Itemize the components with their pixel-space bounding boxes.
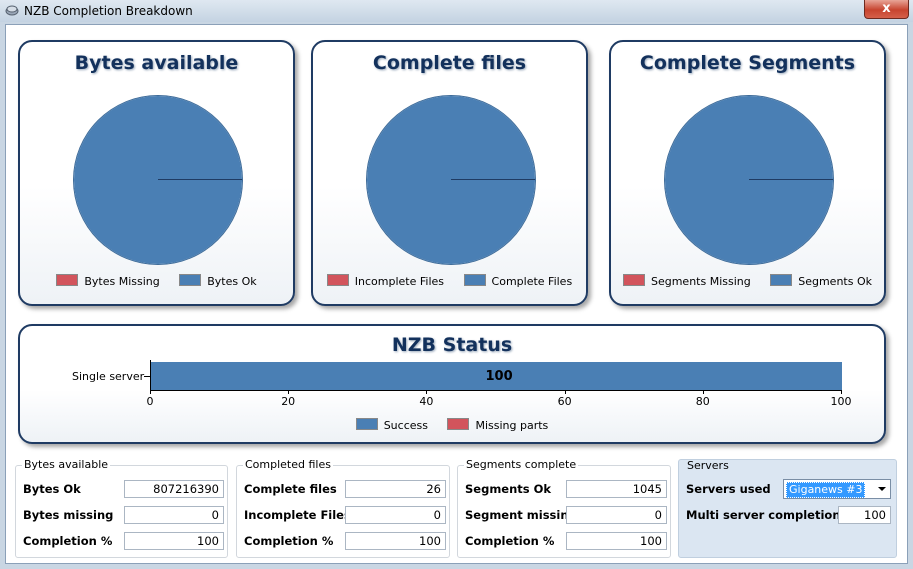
legend-item-missing: Segments Missing — [622, 274, 751, 288]
files-completion-field[interactable]: 100 — [345, 532, 446, 550]
client-area: Bytes available Bytes Missing Bytes Ok C… — [5, 24, 908, 564]
nzb-status-panel: NZB Status Single server 100 0 20 40 60 80 10… — [18, 324, 886, 444]
incomplete-files-field[interactable]: 0 — [345, 506, 446, 524]
title-bar: NZB Completion Breakdown x — [0, 0, 913, 22]
segment-missing-field[interactable]: 0 — [566, 506, 667, 524]
legend-label: Missing parts — [475, 419, 549, 432]
legend-label: Bytes Ok — [207, 275, 257, 288]
legend-item-missing: Bytes Missing — [56, 274, 160, 288]
bytes-ok-field[interactable]: 807216390 — [124, 480, 224, 498]
row-label: Segment missing — [465, 508, 577, 522]
servers-used-select[interactable]: Giganews #3 — [783, 479, 891, 499]
segments-ok-field[interactable]: 1045 — [566, 480, 667, 498]
x-tick-label: 100 — [830, 395, 852, 408]
legend-item-ok: Bytes Ok — [179, 274, 257, 288]
legend-swatch-blue — [179, 274, 202, 286]
row-label: Complete files — [244, 482, 337, 496]
x-axis — [150, 390, 842, 391]
legend-item-success: Success — [355, 418, 428, 432]
y-tick-label: Single server — [72, 370, 145, 383]
pie-panel-bytes: Bytes available Bytes Missing Bytes Ok — [18, 40, 295, 306]
bar-success — [151, 362, 842, 390]
chevron-down-icon[interactable] — [878, 487, 886, 491]
pie-slice-divider — [158, 179, 242, 180]
legend-item-ok: Segments Ok — [770, 274, 872, 288]
legend-swatch-blue — [770, 274, 793, 286]
row-label: Servers used — [686, 482, 771, 496]
pie-slice-ok — [665, 96, 833, 264]
complete-files-field[interactable]: 26 — [345, 480, 446, 498]
x-tick-mark — [288, 390, 290, 394]
chart-legend: Bytes Missing Bytes Ok — [20, 274, 293, 288]
x-tick-label: 0 — [146, 395, 154, 408]
group-label: Servers — [687, 459, 729, 472]
group-servers: Servers Servers used Giganews #3 Multi s… — [678, 459, 897, 558]
legend-label: Bytes Missing — [84, 275, 160, 288]
row-label: Bytes Ok — [23, 482, 81, 496]
segments-completion-field[interactable]: 100 — [566, 532, 667, 550]
window-title: NZB Completion Breakdown — [24, 4, 193, 18]
app-icon — [5, 5, 19, 16]
legend-swatch-red — [56, 274, 79, 286]
row-label: Multi server completion % — [686, 508, 857, 522]
y-axis — [150, 360, 151, 394]
legend-item-missing: Missing parts — [447, 418, 548, 432]
group-label: Completed files — [243, 458, 333, 471]
pie-slice-ok — [367, 96, 535, 264]
legend-swatch-red — [326, 274, 349, 286]
selected-value: Giganews #3 — [786, 482, 866, 498]
legend-label: Segments Missing — [650, 275, 751, 288]
x-tick-mark — [841, 390, 842, 394]
chart-title: NZB Status — [391, 334, 513, 356]
legend-label: Incomplete Files — [354, 275, 445, 288]
legend-item-missing: Incomplete Files — [326, 274, 445, 288]
legend-label: Complete Files — [491, 275, 573, 288]
bar-data-label: 100 — [485, 369, 513, 384]
x-tick-label: 20 — [281, 395, 296, 408]
row-label: Completion % — [465, 534, 555, 548]
bytes-missing-field[interactable]: 0 — [124, 506, 224, 524]
y-tick-mark — [144, 376, 150, 377]
pie-panel-segments: Complete Segments Segments Missing Segme… — [609, 40, 886, 306]
chart-title: Complete Segments — [639, 52, 856, 74]
bytes-completion-field[interactable]: 100 — [124, 532, 224, 550]
group-label: Bytes available — [22, 458, 111, 471]
row-label: Bytes missing — [23, 508, 114, 522]
row-label: Incomplete Files — [244, 508, 351, 522]
chart-title: Complete files — [372, 52, 527, 74]
chart-legend: Incomplete Files Complete Files — [313, 274, 586, 288]
legend-label: Success — [383, 419, 428, 432]
close-icon: x — [882, 1, 891, 16]
chart-legend: Success Missing parts — [20, 418, 884, 432]
group-completed-files: Completed files Complete files 26 Incomp… — [236, 458, 450, 558]
row-label: Completion % — [23, 534, 113, 548]
multi-server-completion-field[interactable]: 100 — [838, 506, 891, 524]
close-button[interactable]: x — [864, 0, 909, 19]
legend-swatch-red — [447, 418, 470, 430]
x-tick-mark — [150, 390, 151, 394]
group-bytes-available: Bytes available Bytes Ok 807216390 Bytes… — [15, 458, 228, 558]
row-label: Segments Ok — [465, 482, 552, 496]
x-tick-label: 80 — [695, 395, 710, 408]
pie-slice-divider — [451, 179, 535, 180]
x-tick-mark — [426, 390, 428, 394]
x-tick-label: 60 — [557, 395, 572, 408]
legend-swatch-red — [622, 274, 645, 286]
group-segments-complete: Segments complete Segments Ok 1045 Segme… — [457, 458, 671, 558]
pie-slice-ok — [74, 96, 242, 264]
legend-label: Segments Ok — [798, 275, 872, 288]
x-tick-label: 40 — [419, 395, 434, 408]
legend-item-ok: Complete Files — [463, 274, 573, 288]
legend-swatch-blue — [463, 274, 486, 286]
row-label: Completion % — [244, 534, 334, 548]
x-tick-mark — [702, 390, 704, 394]
pie-panel-files: Complete files Incomplete Files Complete… — [311, 40, 588, 306]
group-label: Segments complete — [464, 458, 579, 471]
legend-swatch-blue — [355, 418, 378, 430]
chart-title: Bytes available — [74, 52, 239, 74]
pie-slice-divider — [749, 179, 833, 180]
chart-legend: Segments Missing Segments Ok — [611, 274, 884, 288]
x-tick-mark — [564, 390, 566, 394]
